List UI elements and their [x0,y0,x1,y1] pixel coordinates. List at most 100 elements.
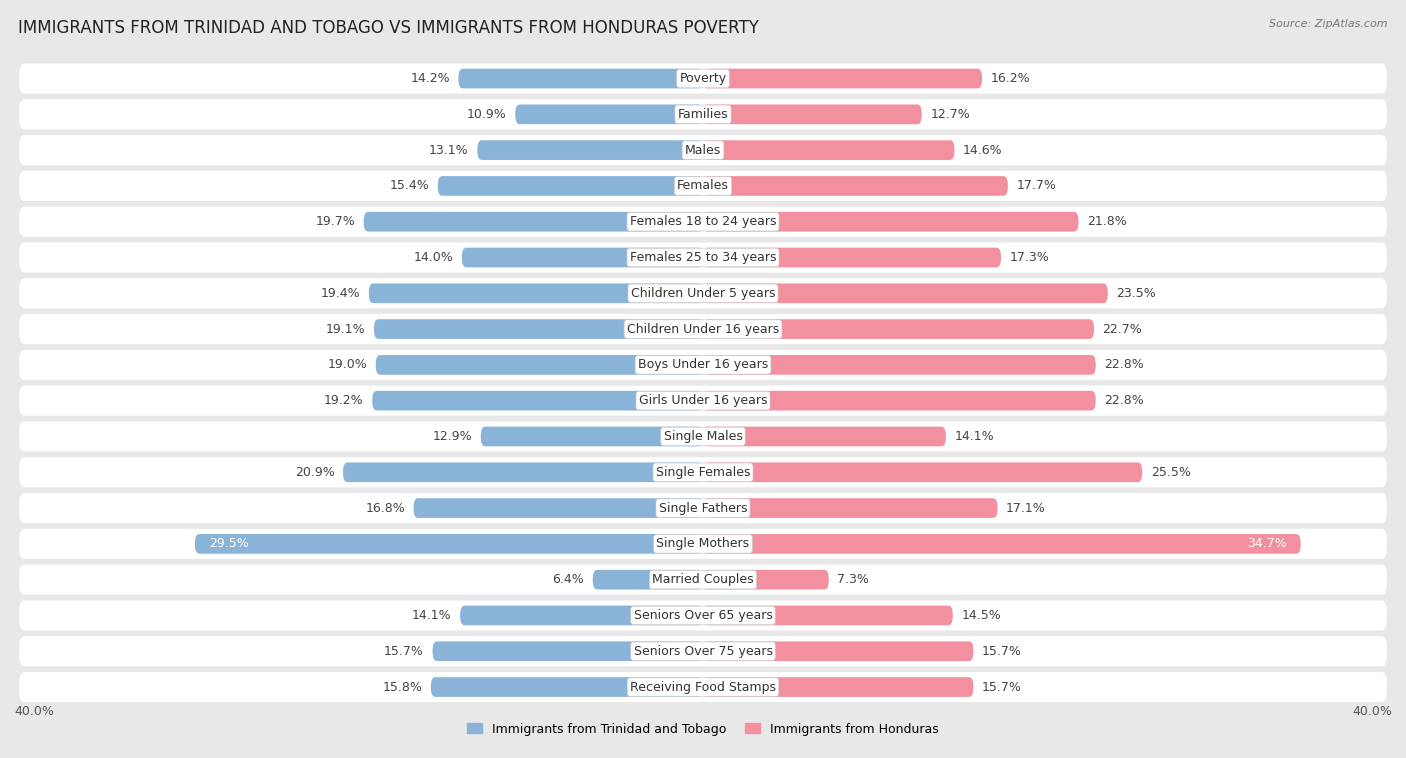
Text: Children Under 16 years: Children Under 16 years [627,323,779,336]
FancyBboxPatch shape [478,140,703,160]
FancyBboxPatch shape [20,672,1386,702]
Text: 14.2%: 14.2% [411,72,450,85]
FancyBboxPatch shape [593,570,703,590]
Text: 29.5%: 29.5% [208,537,249,550]
Text: Married Couples: Married Couples [652,573,754,586]
Text: 12.7%: 12.7% [931,108,970,121]
Text: 16.2%: 16.2% [991,72,1031,85]
FancyBboxPatch shape [703,176,1008,196]
FancyBboxPatch shape [703,212,1078,231]
Text: Males: Males [685,143,721,157]
FancyBboxPatch shape [703,391,1095,411]
FancyBboxPatch shape [20,457,1386,487]
Text: 17.1%: 17.1% [1007,502,1046,515]
FancyBboxPatch shape [703,355,1095,374]
FancyBboxPatch shape [368,283,703,303]
Text: Children Under 5 years: Children Under 5 years [631,287,775,300]
Text: 15.7%: 15.7% [384,645,425,658]
FancyBboxPatch shape [703,534,1301,553]
Text: Single Fathers: Single Fathers [659,502,747,515]
FancyBboxPatch shape [703,69,981,89]
FancyBboxPatch shape [20,278,1386,309]
Text: Receiving Food Stamps: Receiving Food Stamps [630,681,776,694]
FancyBboxPatch shape [703,319,1094,339]
Text: 19.7%: 19.7% [315,215,356,228]
FancyBboxPatch shape [20,636,1386,666]
FancyBboxPatch shape [703,570,828,590]
FancyBboxPatch shape [20,243,1386,273]
Text: Single Females: Single Females [655,465,751,479]
Text: 20.9%: 20.9% [295,465,335,479]
Text: Families: Families [678,108,728,121]
FancyBboxPatch shape [433,641,703,661]
FancyBboxPatch shape [20,565,1386,595]
FancyBboxPatch shape [703,427,946,446]
Text: 21.8%: 21.8% [1087,215,1126,228]
Text: 7.3%: 7.3% [838,573,869,586]
Text: 34.7%: 34.7% [1247,537,1286,550]
FancyBboxPatch shape [703,462,1142,482]
FancyBboxPatch shape [375,355,703,374]
FancyBboxPatch shape [20,421,1386,452]
Text: Seniors Over 65 years: Seniors Over 65 years [634,609,772,622]
FancyBboxPatch shape [430,677,703,697]
Text: 14.6%: 14.6% [963,143,1002,157]
FancyBboxPatch shape [481,427,703,446]
Text: IMMIGRANTS FROM TRINIDAD AND TOBAGO VS IMMIGRANTS FROM HONDURAS POVERTY: IMMIGRANTS FROM TRINIDAD AND TOBAGO VS I… [18,19,759,37]
Text: 19.0%: 19.0% [328,359,367,371]
Text: 17.7%: 17.7% [1017,180,1056,193]
FancyBboxPatch shape [20,99,1386,130]
FancyBboxPatch shape [20,493,1386,523]
FancyBboxPatch shape [364,212,703,231]
Text: 17.3%: 17.3% [1010,251,1049,264]
Text: 15.7%: 15.7% [981,681,1022,694]
FancyBboxPatch shape [20,207,1386,236]
Text: 14.0%: 14.0% [413,251,453,264]
FancyBboxPatch shape [703,105,922,124]
Text: Females: Females [678,180,728,193]
Text: 40.0%: 40.0% [1353,705,1392,718]
Text: 25.5%: 25.5% [1152,465,1191,479]
FancyBboxPatch shape [195,534,703,553]
FancyBboxPatch shape [20,64,1386,93]
FancyBboxPatch shape [20,314,1386,344]
FancyBboxPatch shape [373,391,703,411]
FancyBboxPatch shape [703,677,973,697]
Text: 6.4%: 6.4% [553,573,583,586]
FancyBboxPatch shape [461,248,703,268]
Text: Boys Under 16 years: Boys Under 16 years [638,359,768,371]
FancyBboxPatch shape [515,105,703,124]
Text: 10.9%: 10.9% [467,108,506,121]
FancyBboxPatch shape [703,498,997,518]
Text: Females 25 to 34 years: Females 25 to 34 years [630,251,776,264]
Text: Girls Under 16 years: Girls Under 16 years [638,394,768,407]
FancyBboxPatch shape [437,176,703,196]
Text: 14.1%: 14.1% [955,430,994,443]
Text: 13.1%: 13.1% [429,143,468,157]
Text: 14.1%: 14.1% [412,609,451,622]
Text: 40.0%: 40.0% [14,705,53,718]
FancyBboxPatch shape [343,462,703,482]
Text: 15.7%: 15.7% [981,645,1022,658]
FancyBboxPatch shape [374,319,703,339]
Text: Single Males: Single Males [664,430,742,443]
Text: 19.1%: 19.1% [326,323,366,336]
FancyBboxPatch shape [458,69,703,89]
FancyBboxPatch shape [20,529,1386,559]
Text: 12.9%: 12.9% [433,430,472,443]
Text: 22.7%: 22.7% [1102,323,1142,336]
FancyBboxPatch shape [703,606,953,625]
FancyBboxPatch shape [460,606,703,625]
FancyBboxPatch shape [20,135,1386,165]
FancyBboxPatch shape [413,498,703,518]
Text: 22.8%: 22.8% [1104,359,1144,371]
FancyBboxPatch shape [20,171,1386,201]
Text: 15.8%: 15.8% [382,681,422,694]
FancyBboxPatch shape [703,140,955,160]
Text: 19.4%: 19.4% [321,287,360,300]
FancyBboxPatch shape [703,283,1108,303]
Text: 15.4%: 15.4% [389,180,429,193]
Text: 16.8%: 16.8% [366,502,405,515]
FancyBboxPatch shape [703,248,1001,268]
FancyBboxPatch shape [703,641,973,661]
